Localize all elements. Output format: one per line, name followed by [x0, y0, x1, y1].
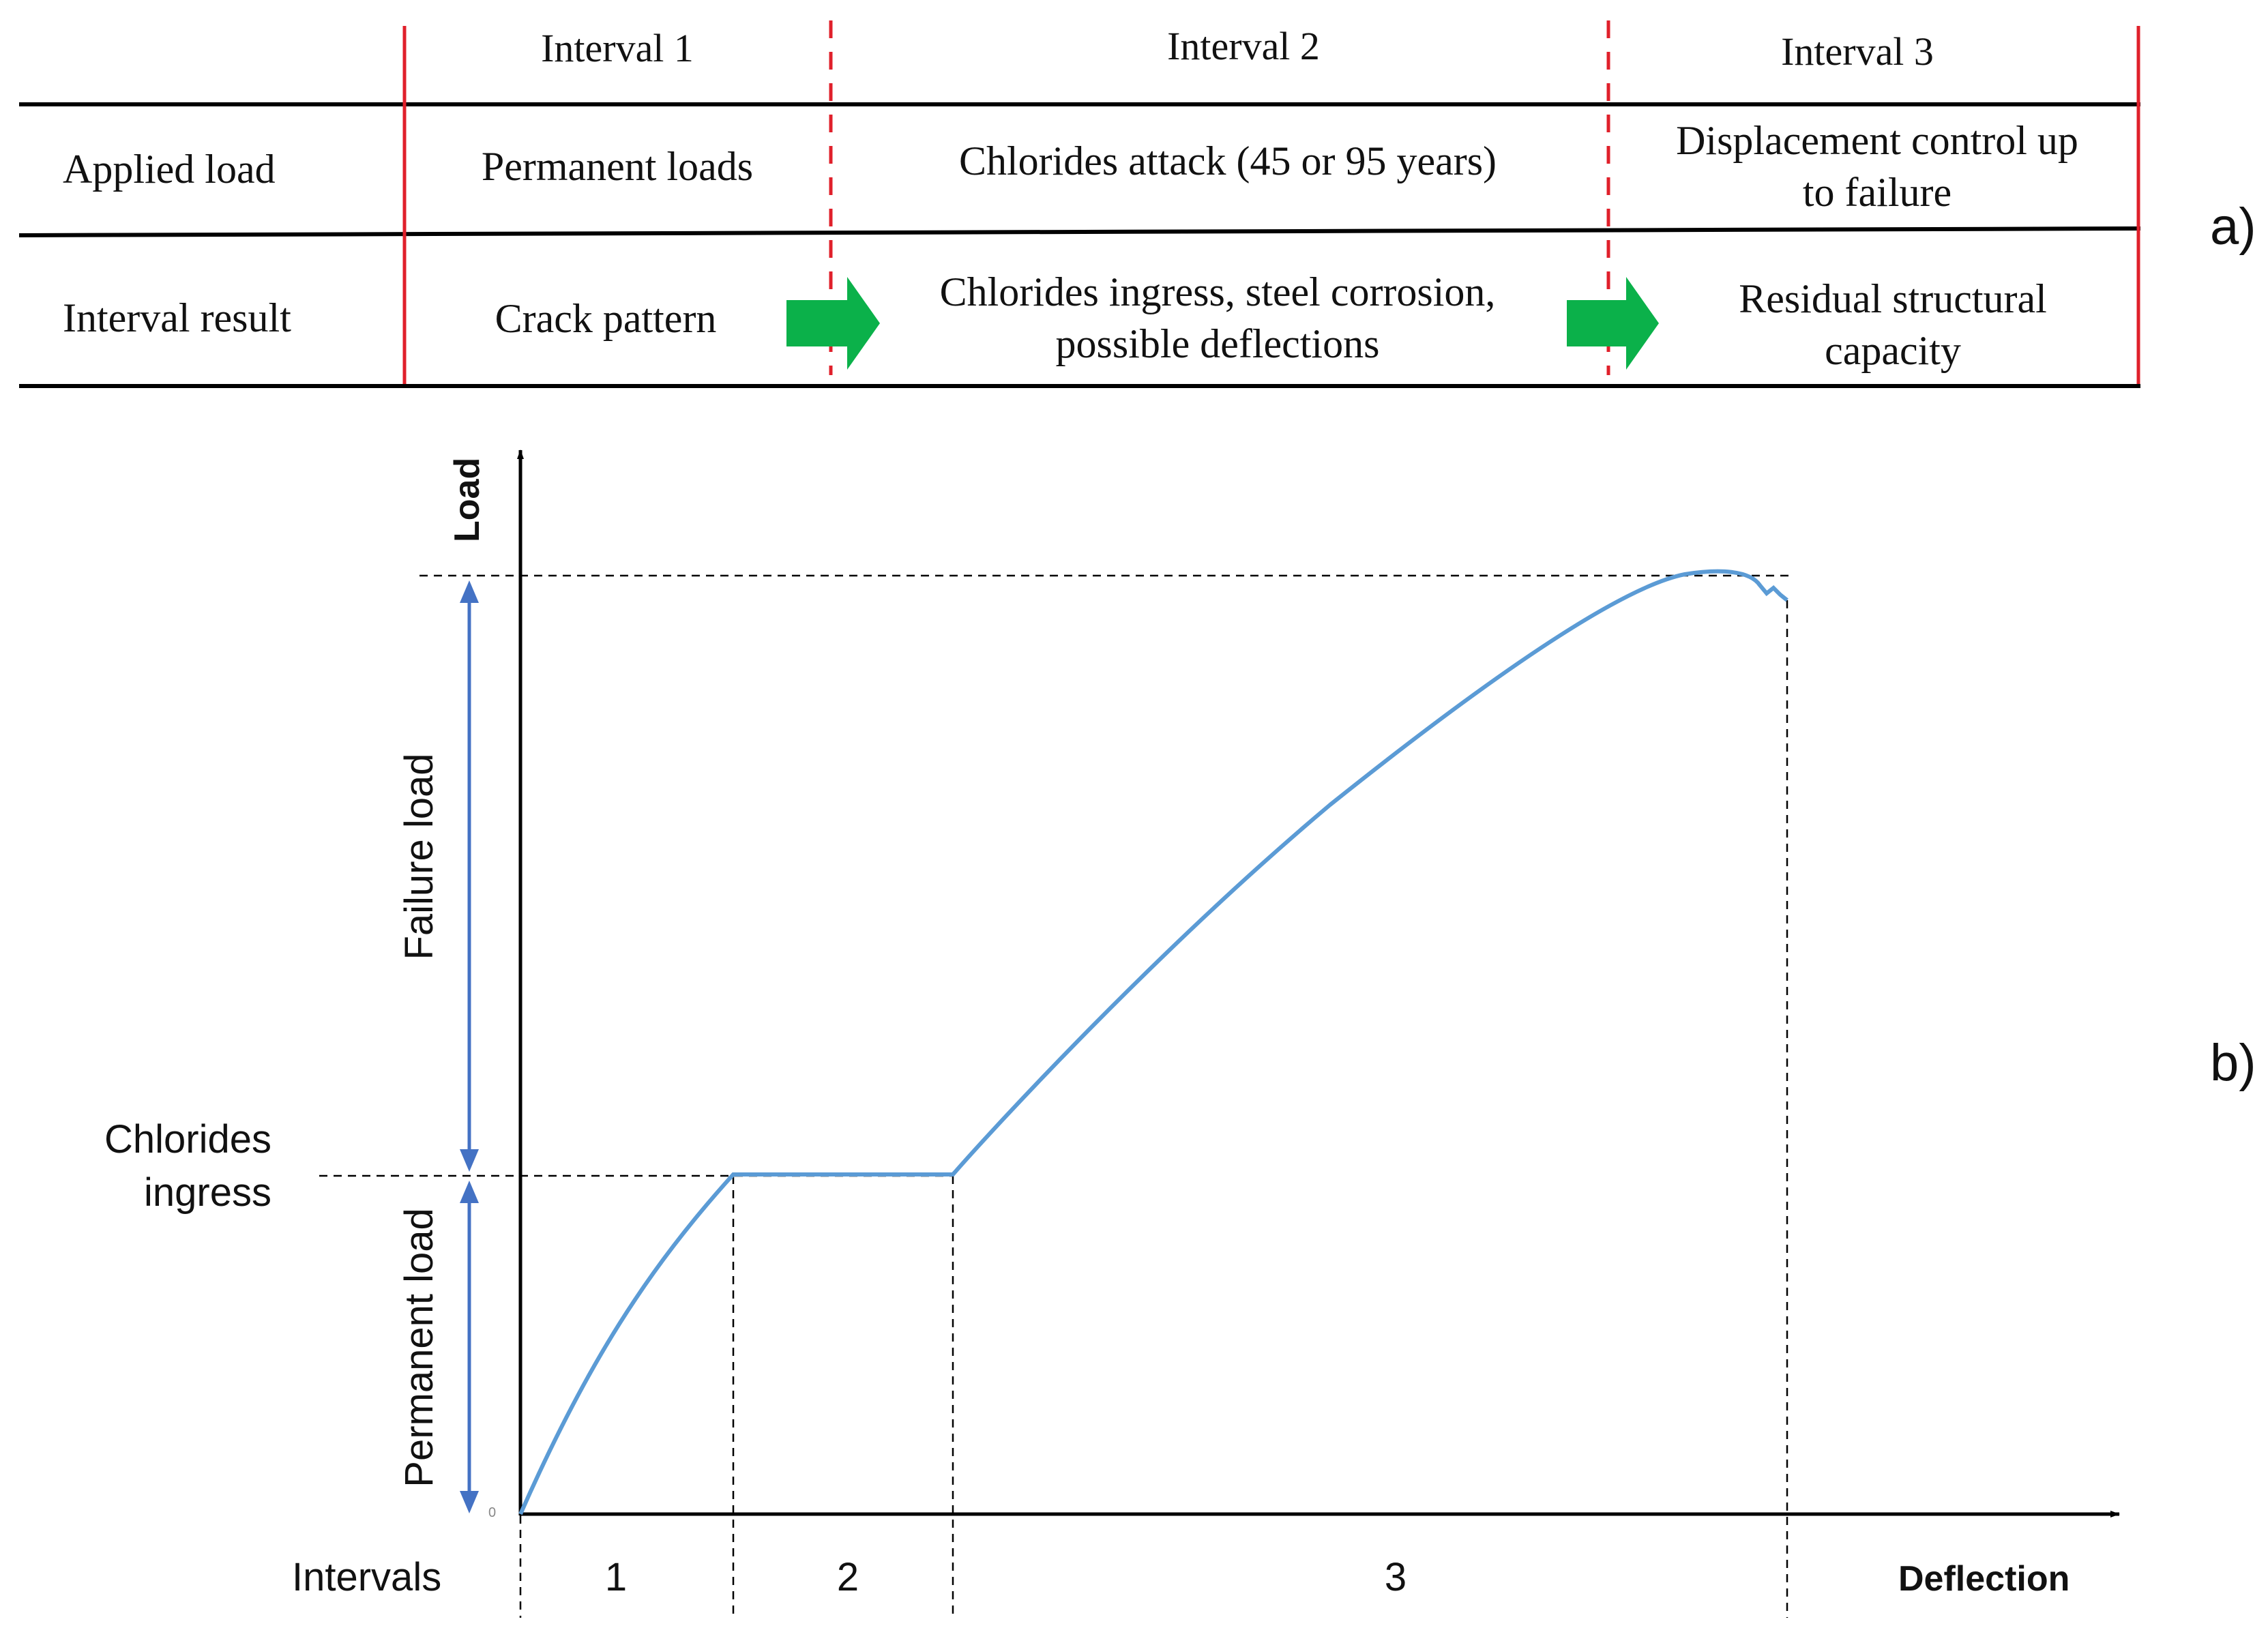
panel-a-label: a) — [2210, 198, 2256, 256]
interval-header-1: Interval 1 — [541, 26, 694, 70]
failure-load-label: Failure load — [397, 753, 441, 960]
x-axis-label: Deflection — [1898, 1559, 2070, 1599]
interval-number-1: 1 — [605, 1555, 627, 1599]
cell-result-interval-1: Crack pattern — [495, 296, 717, 341]
chlorides-ingress-label-line-1: Chlorides — [104, 1117, 271, 1161]
table-rule-middle — [18, 226, 2141, 237]
panel-b-label: b) — [2210, 1034, 2256, 1092]
panel-a-table: Interval 1 Interval 2 Interval 3 Applied… — [18, 20, 2256, 388]
permanent-load-dimension-arrow — [460, 1181, 479, 1513]
result-arrow-1 — [786, 277, 880, 370]
panel-b-chart: Load Deflection 0 Failure load Permanent… — [104, 449, 2256, 1618]
chlorides-ingress-label-line-2: ingress — [144, 1170, 271, 1215]
cell-applied-load-interval-3-line-2: to failure — [1803, 170, 1952, 215]
origin-label: 0 — [488, 1505, 496, 1520]
permanent-load-label: Permanent load — [397, 1208, 441, 1487]
failure-load-dimension-arrow — [460, 580, 479, 1172]
row-label-applied-load: Applied load — [63, 147, 276, 192]
cell-result-interval-2-line-2: possible deflections — [1056, 321, 1380, 366]
interval-header-2: Interval 2 — [1167, 24, 1320, 68]
load-deflection-curve — [518, 569, 1788, 1515]
cell-applied-load-interval-2: Chlorides attack (45 or 95 years) — [959, 138, 1497, 183]
interval-number-2: 2 — [837, 1555, 859, 1599]
cell-result-interval-2-line-1: Chlorides ingress, steel corrosion, — [940, 269, 1496, 314]
result-arrow-2 — [1567, 277, 1659, 370]
cell-result-interval-3-line-1: Residual structural — [1739, 276, 2047, 321]
interval-number-3: 3 — [1385, 1555, 1407, 1599]
row-label-interval-result: Interval result — [63, 295, 291, 340]
cell-result-interval-3-line-2: capacity — [1825, 328, 1961, 373]
intervals-label: Intervals — [292, 1555, 441, 1599]
y-axis-label: Load — [447, 458, 487, 542]
cell-applied-load-interval-3-line-1: Displacement control up — [1676, 118, 2078, 163]
interval-header-3: Interval 3 — [1781, 29, 1934, 74]
cell-applied-load-interval-1: Permanent loads — [482, 144, 753, 189]
